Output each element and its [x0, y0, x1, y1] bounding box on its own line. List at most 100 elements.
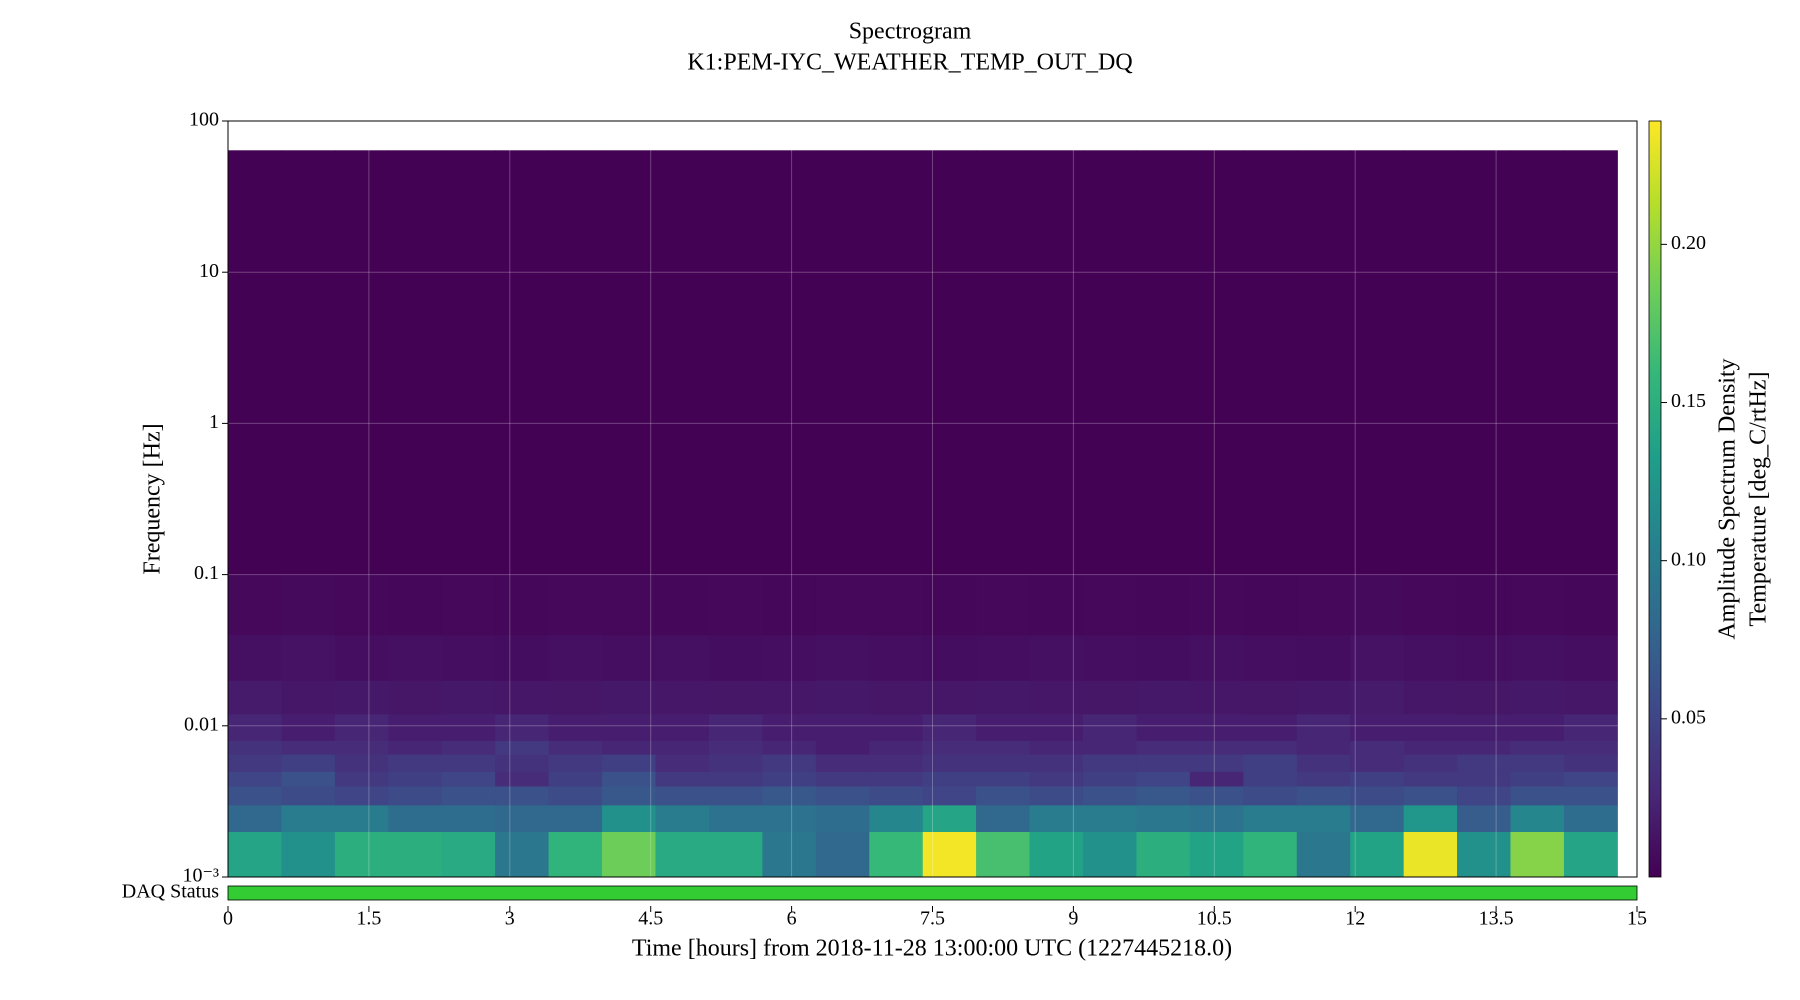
spectrogram-cell	[1082, 831, 1137, 878]
spectrogram-cell	[1296, 754, 1351, 772]
y-tick-label: 1	[209, 411, 219, 433]
spectrogram-cell	[1350, 574, 1405, 636]
x-tick-label: 4.5	[638, 908, 663, 930]
spectrogram-cell	[708, 634, 763, 681]
spectrogram-cell	[441, 634, 496, 681]
y-tick-label: 0.01	[184, 713, 219, 735]
spectrogram-cell	[708, 680, 763, 715]
spectrogram-cell	[1296, 740, 1351, 755]
plot-frame	[227, 120, 1638, 878]
daq-frame	[227, 885, 1638, 901]
spectrogram-cell	[976, 680, 1031, 715]
spectrogram-cell	[602, 785, 656, 806]
spectrogram-cell	[976, 150, 1031, 576]
spectrogram-cell	[1350, 634, 1405, 681]
spectrogram-cell	[548, 574, 603, 636]
spectrogram-cell	[334, 831, 389, 878]
spectrogram-cell	[1189, 150, 1244, 576]
spectrogram-cell	[1029, 771, 1084, 787]
spectrogram-cell	[869, 150, 924, 576]
spectrogram-cell	[922, 771, 977, 787]
spectrogram-cell	[869, 831, 924, 878]
spectrogram-cell	[441, 771, 496, 787]
spectrogram-cell	[922, 740, 977, 755]
spectrogram-cell	[1082, 634, 1137, 681]
spectrogram-cell	[1563, 831, 1618, 878]
spectrogram-cell	[228, 150, 282, 576]
spectrogram-cell	[1403, 831, 1458, 878]
y-tick-label: 10	[199, 260, 219, 282]
spectrogram-cell	[1296, 713, 1351, 741]
spectrogram-cell	[1243, 680, 1298, 715]
spectrogram-cell	[548, 740, 603, 755]
spectrogram-cell	[1082, 771, 1137, 787]
spectrogram-cell	[1082, 804, 1137, 832]
spectrogram-cell	[1029, 150, 1084, 576]
spectrogram-cell	[922, 804, 977, 832]
spectrogram-cell	[1563, 771, 1618, 787]
spectrogram-cell	[922, 754, 977, 772]
spectrogram-cell	[281, 150, 336, 576]
spectrogram-cell	[1350, 754, 1405, 772]
spectrogram-cell	[1029, 740, 1084, 755]
spectrogram-cell	[1082, 785, 1137, 806]
spectrogram-cell	[1510, 150, 1565, 576]
spectrogram-cell	[815, 831, 870, 878]
spectrogram-cell	[1296, 150, 1351, 576]
spectrogram-cell	[762, 831, 817, 878]
spectrogram-cell	[1243, 740, 1298, 755]
spectrogram-cell	[1243, 634, 1298, 681]
x-tick-label: 15	[1627, 908, 1647, 930]
spectrogram-cell	[1350, 150, 1405, 576]
spectrogram-cell	[1189, 771, 1244, 787]
spectrogram-cell	[548, 150, 603, 576]
spectrogram-cell	[1136, 785, 1191, 806]
spectrogram-cell	[708, 831, 763, 878]
spectrogram-cell	[1136, 713, 1191, 741]
spectrogram-cell	[495, 150, 550, 576]
spectrogram-cell	[388, 713, 443, 741]
spectrogram-cell	[976, 740, 1031, 755]
x-tick-label: 10.5	[1197, 908, 1232, 930]
spectrogram-cell	[334, 574, 389, 636]
spectrogram-cell	[1136, 680, 1191, 715]
spectrogram-cell	[815, 680, 870, 715]
spectrogram-cell	[655, 754, 710, 772]
colorbar-tick-label: 0.10	[1671, 548, 1706, 570]
spectrogram-cell	[708, 150, 763, 576]
spectrogram-cell	[1243, 574, 1298, 636]
spectrogram-cell	[1136, 831, 1191, 878]
spectrogram-cell	[281, 831, 336, 878]
spectrogram-cell	[708, 574, 763, 636]
colorbar-tick-label: 0.05	[1671, 706, 1706, 728]
chart-subtitle: K1:PEM-IYC_WEATHER_TEMP_OUT_DQ	[687, 50, 1132, 76]
spectrogram-cell	[602, 713, 656, 741]
spectrogram-cell	[1563, 754, 1618, 772]
spectrogram-cell	[762, 754, 817, 772]
spectrogram-cell	[1457, 574, 1511, 636]
spectrogram-cell	[602, 831, 656, 878]
spectrogram-cell	[1136, 634, 1191, 681]
spectrogram-cell	[1296, 771, 1351, 787]
spectrogram-cell	[228, 771, 282, 787]
spectrogram-cell	[334, 740, 389, 755]
spectrogram-cell	[281, 771, 336, 787]
spectrogram-cell	[1189, 754, 1244, 772]
spectrogram-cell	[1457, 634, 1511, 681]
spectrogram-cell	[495, 713, 550, 741]
spectrogram-cell	[869, 785, 924, 806]
spectrogram-cell	[1350, 831, 1405, 878]
spectrogram-cell	[1082, 754, 1137, 772]
spectrogram-cell	[815, 785, 870, 806]
spectrogram-cell	[1296, 785, 1351, 806]
spectrogram-cell	[1563, 785, 1618, 806]
spectrogram-cell	[762, 713, 817, 741]
spectrogram-cell	[1510, 771, 1565, 787]
spectrogram-cell	[1243, 771, 1298, 787]
colorbar-tick-label: 0.20	[1671, 232, 1706, 254]
spectrogram-cell	[228, 804, 282, 832]
spectrogram-cell	[548, 804, 603, 832]
spectrogram-cell	[548, 713, 603, 741]
spectrogram-cell	[1029, 680, 1084, 715]
spectrogram-cell	[602, 150, 656, 576]
